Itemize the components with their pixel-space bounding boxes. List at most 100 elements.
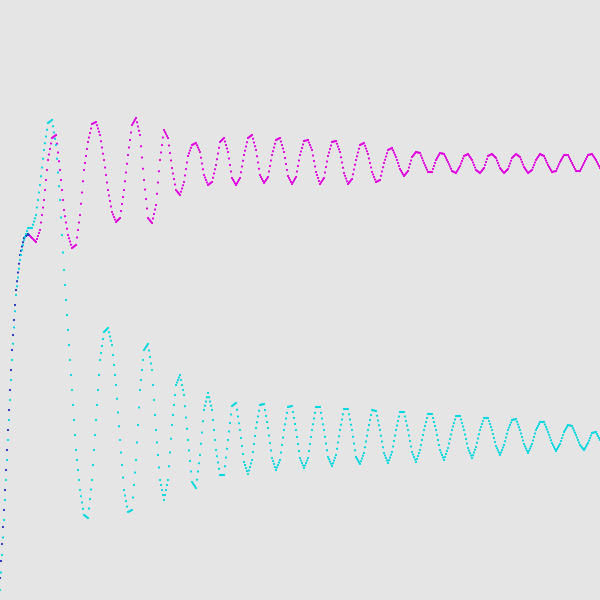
series-1-point [196,479,198,481]
series-1-point [113,364,115,366]
series-0-point [532,166,534,168]
series-1-point [44,142,46,144]
series-1-point [39,184,41,186]
series-1-point [481,423,483,425]
series-0-point [173,178,175,180]
series-1-point [503,444,505,446]
series-0-point [391,147,393,149]
series-0-point [267,176,269,178]
series-1-point [438,444,440,446]
series-1-point [166,484,168,486]
series-1-point [492,433,494,435]
series-0-point [579,170,581,172]
series-1-point [520,432,522,434]
series-1-point [6,459,8,461]
series-1-point [167,479,169,481]
series-1-point [278,461,280,463]
series-0-point [245,145,247,147]
series-1-point [198,462,200,464]
series-1-point [177,379,179,381]
series-0-point [308,141,310,143]
series-1-point [244,464,246,466]
series-0-point [473,164,475,166]
series-1-point [123,489,125,491]
series-0-point [144,188,146,190]
series-1-point [307,457,309,459]
series-1-point [548,434,550,436]
series-1-point [201,431,203,433]
series-1-point [334,457,336,459]
series-0-point [251,134,253,136]
series-1-point [72,404,74,406]
series-0-point [300,150,302,152]
series-1-point [176,381,178,383]
series-1-point [22,244,24,246]
series-1-point [69,359,71,361]
series-1-point [41,166,43,168]
series-0-point [422,159,424,161]
series-0-point [446,159,448,161]
series-1-point [236,409,238,411]
series-0-point [152,217,154,219]
series-1-point [403,411,405,413]
series-1-point [195,487,197,489]
series-1-point [202,420,204,422]
series-0-point [5,469,7,471]
series-0-point [338,148,340,150]
series-1-point [320,412,322,414]
series-1-point [417,455,419,457]
series-0-point [573,166,575,168]
series-1-point [440,451,442,453]
series-0-point [136,121,138,123]
series-1-point [162,494,164,496]
series-1-point [553,446,555,448]
series-0-point [392,149,394,151]
series-1-point [479,429,481,431]
series-1-point [210,405,212,407]
series-1-point [414,458,416,460]
series-1-point [433,421,435,423]
series-0-point [90,127,92,129]
series-0-point [70,244,72,246]
series-1-point [63,269,65,271]
series-0-point [271,154,273,156]
series-0-point [365,147,367,149]
series-1-point [131,509,133,511]
series-1-point [263,403,265,405]
series-0-point [471,159,473,161]
series-0-point [47,159,49,161]
series-1-point [283,429,285,431]
series-1-point [97,389,99,391]
series-1-point [392,445,394,447]
series-0-point [129,139,131,141]
series-0-point [434,162,436,164]
series-1-point [110,340,112,342]
series-1-point [285,417,287,419]
series-0-point [521,161,523,163]
series-0-point [556,168,558,170]
series-0-point [204,176,206,178]
series-1-point [269,442,271,444]
series-1-point [573,429,575,431]
series-0-point [533,164,535,166]
series-0-point [460,162,462,164]
series-1-point [75,449,77,451]
series-1-point [300,459,302,461]
series-1-point [70,374,72,376]
series-0-point [197,146,199,148]
series-1-point [59,199,61,201]
series-1-point [375,410,377,412]
series-0-point [284,157,286,159]
series-1-point [482,420,484,422]
series-0-point [571,162,573,164]
series-1-point [502,446,504,448]
series-0-point [316,174,318,176]
series-1-point [115,384,117,386]
series-1-point [286,412,288,414]
series-0-point [568,156,570,158]
series-1-point [496,447,498,449]
series-0-point [104,166,106,168]
series-1-point [224,465,226,467]
series-1-point [67,329,69,331]
series-1-point [160,484,162,486]
